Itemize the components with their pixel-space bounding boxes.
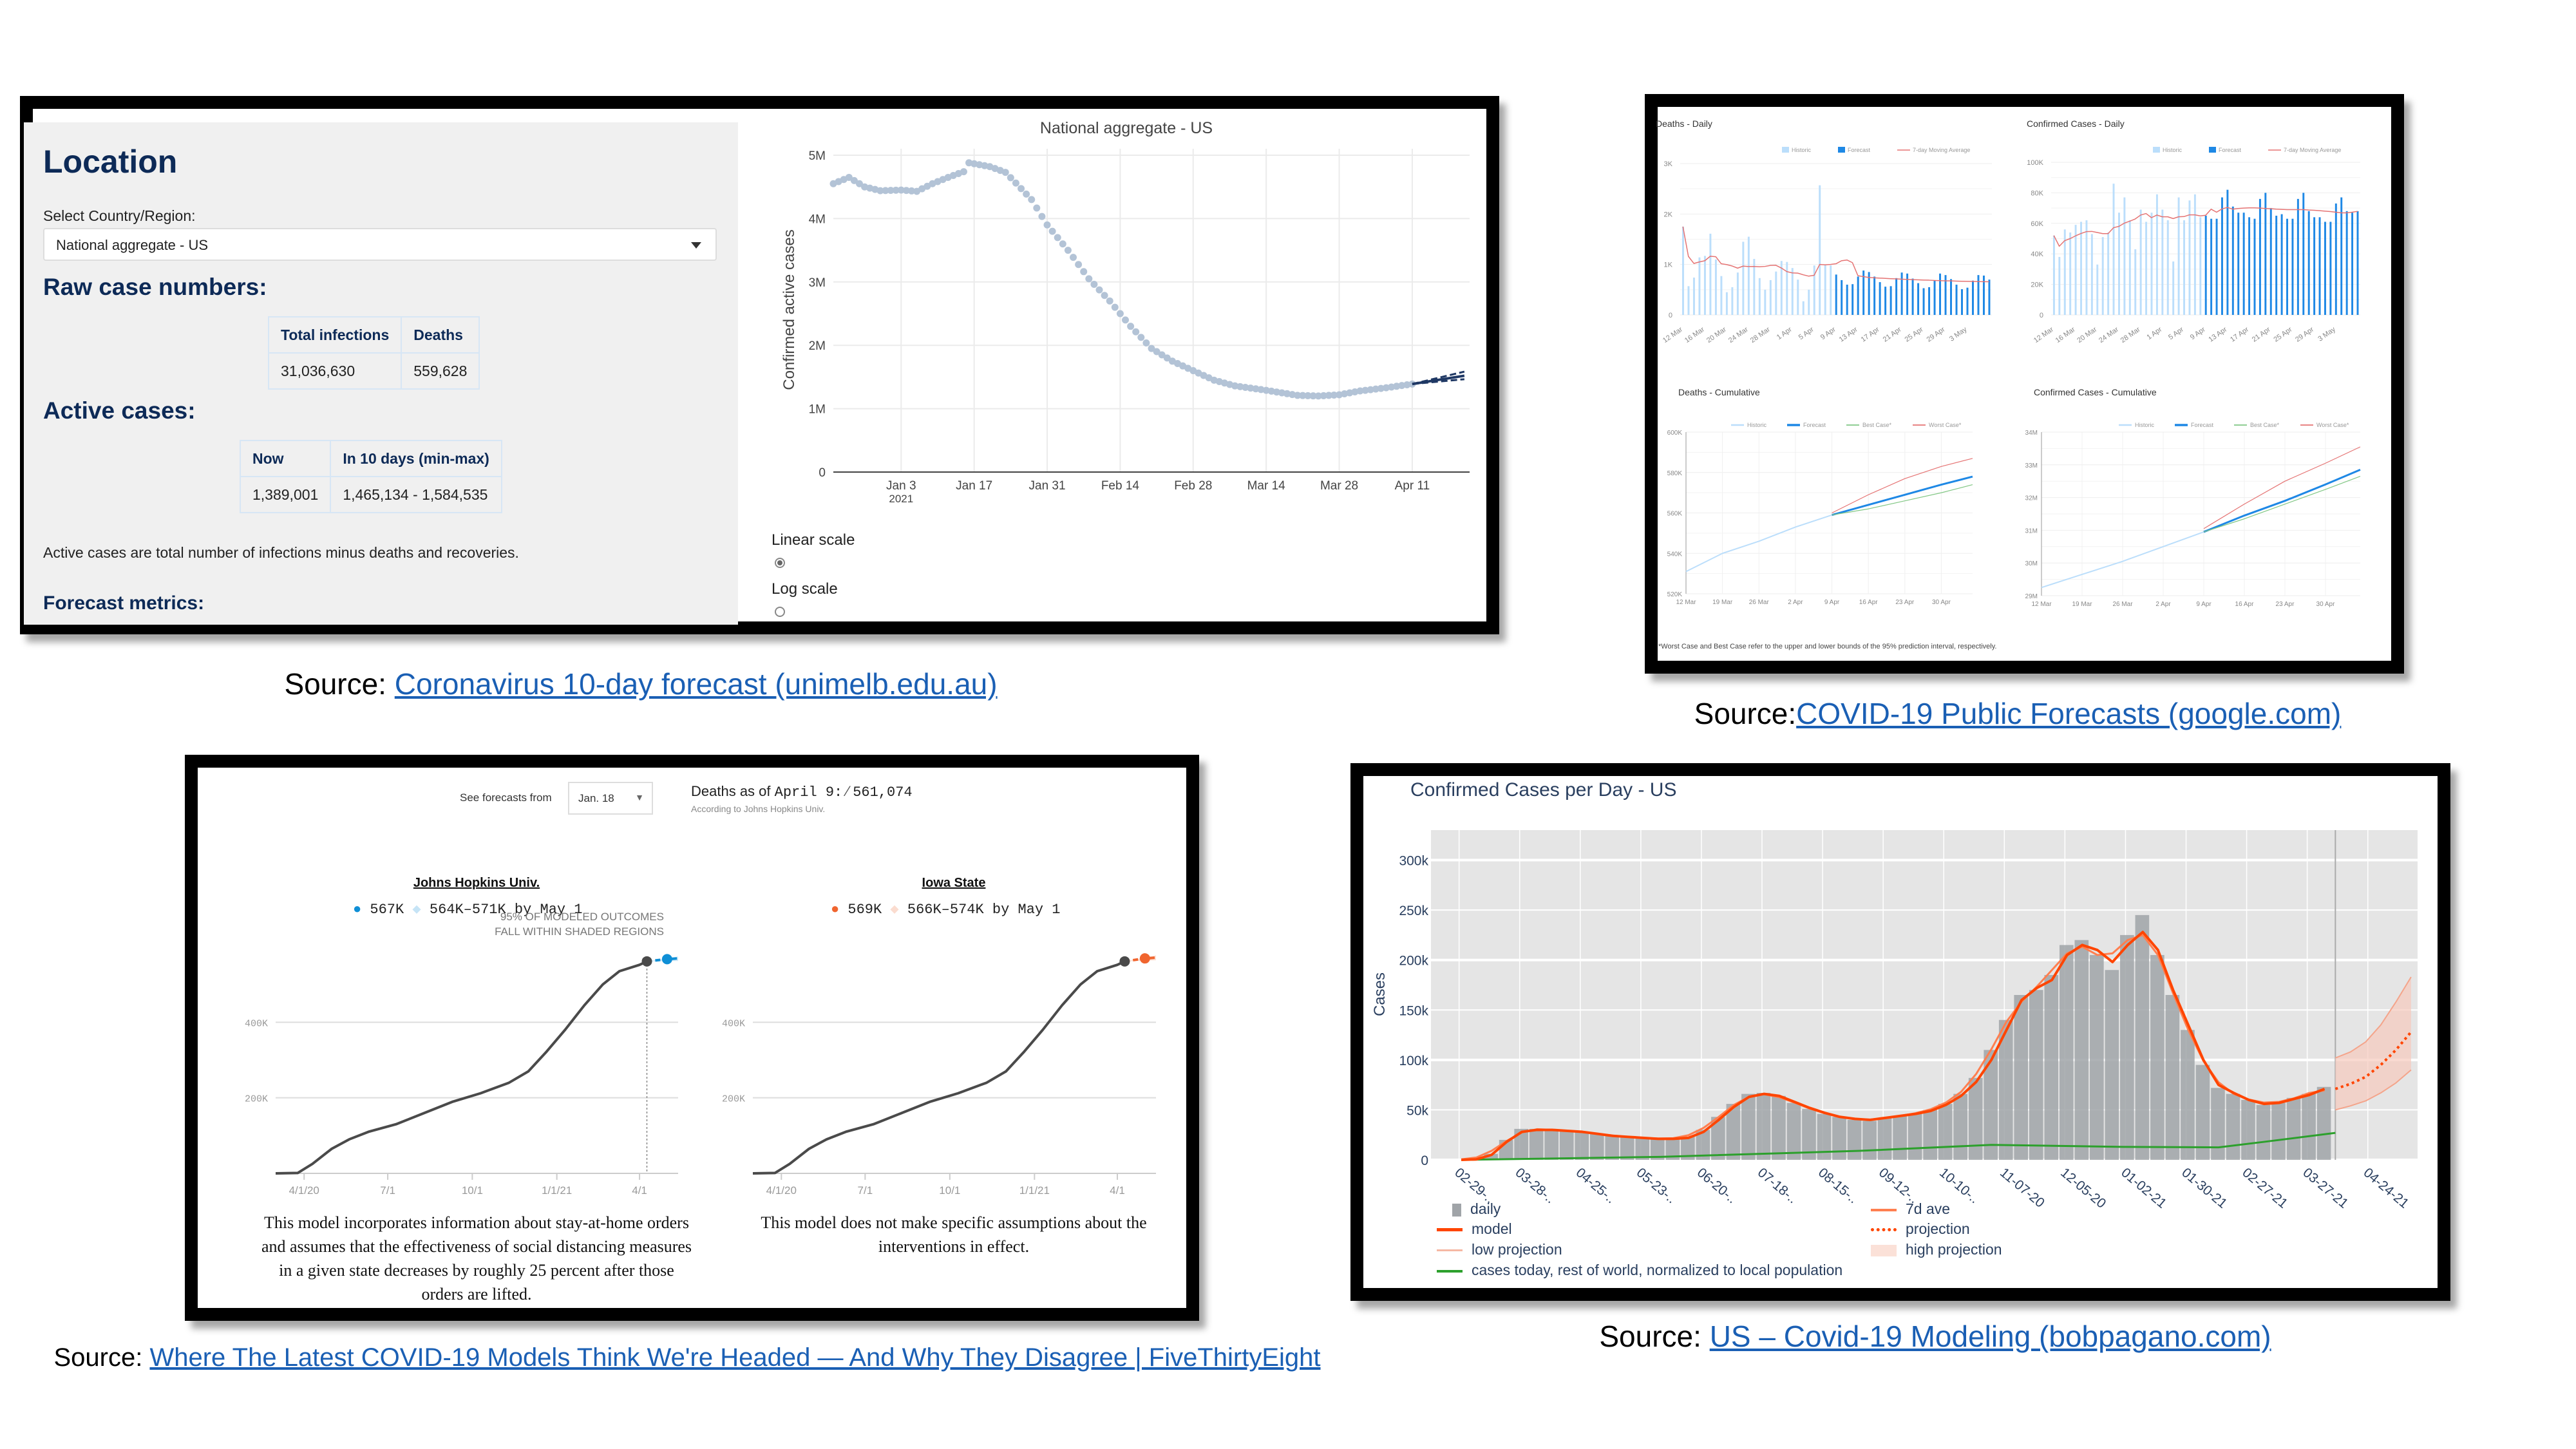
- legend-label: 7d ave: [1906, 1200, 1951, 1217]
- legend-label: low projection: [1472, 1241, 1562, 1258]
- table-cell: 1,465,134 - 1,584,535: [330, 476, 502, 513]
- country-select-value: National aggregate - US: [56, 237, 209, 253]
- bar-swatch-icon: [1452, 1203, 1461, 1217]
- legend-model[interactable]: model: [1437, 1220, 1512, 1238]
- linear-scale-label: Linear scale: [772, 531, 855, 549]
- deaths-source: According to Johns Hopkins Univ.: [691, 804, 826, 814]
- raw-case-heading: Raw case numbers:: [43, 274, 267, 300]
- deaths-prefix: Deaths as of: [691, 783, 775, 799]
- table-header: Now: [239, 440, 332, 477]
- caption-unimelb: Source: Coronavirus 10-day forecast (uni…: [284, 667, 997, 701]
- jhu-point-value: 567K: [370, 902, 404, 918]
- isu-legend: ● 569K ◆ 566K–574K by May 1: [831, 901, 1061, 918]
- jhu-range: 564K–571K by May 1: [429, 902, 583, 918]
- isu-range: 566K–574K by May 1: [907, 902, 1061, 918]
- line-swatch-icon: [1871, 1208, 1897, 1211]
- caption-prefix: Source:: [1599, 1320, 1710, 1353]
- point-forecast-icon: ●: [353, 902, 362, 918]
- caret-down-icon: ▼: [635, 792, 644, 802]
- select-label: Select Country/Region:: [43, 207, 196, 224]
- caption-google: Source:COVID-19 Public Forecasts (google…: [1694, 696, 2342, 731]
- line-swatch-icon: [1437, 1228, 1463, 1232]
- legend-high-projection[interactable]: high projection: [1871, 1241, 2002, 1258]
- shaded-region-annotation: 95% OF MODELED OUTCOMES FALL WITHIN SHAD…: [495, 909, 664, 938]
- linear-scale-radio[interactable]: [775, 558, 785, 568]
- range-icon: ◆: [890, 902, 899, 918]
- dotted-line-swatch-icon: [1871, 1228, 1897, 1232]
- legend-rest-of-world[interactable]: cases today, rest of world, normalized t…: [1437, 1262, 1842, 1279]
- annotation-line: 95% OF MODELED OUTCOMES: [500, 911, 664, 923]
- table-cell: 31,036,630: [267, 352, 402, 390]
- caret-down-icon: [691, 242, 701, 249]
- syringe-icon: ⁄: [846, 783, 849, 799]
- table-header: Total infections: [267, 316, 402, 354]
- deaths-value: 561,074: [853, 784, 913, 800]
- caption-fivethirtyeight: Source: Where The Latest COVID-19 Models…: [53, 1343, 1320, 1372]
- jhu-description: This model incorporates information abou…: [261, 1213, 692, 1303]
- legend-projection[interactable]: projection: [1871, 1220, 1970, 1238]
- legend-daily[interactable]: daily: [1452, 1200, 1501, 1218]
- legend-label: projection: [1906, 1220, 1970, 1237]
- table-header: Deaths: [401, 316, 480, 354]
- table-header: In 10 days (min-max): [330, 440, 502, 477]
- deaths-as-of: Deaths as of April 9: ⁄ 561,074: [691, 783, 913, 800]
- legend-7d-ave[interactable]: 7d ave: [1871, 1200, 1950, 1218]
- log-scale-radio[interactable]: [775, 607, 785, 617]
- forecast-metrics-heading: Forecast metrics:: [43, 592, 205, 614]
- caption-prefix: Source:: [53, 1343, 150, 1372]
- point-forecast-icon: ●: [831, 902, 840, 918]
- legend-label: daily: [1470, 1200, 1501, 1217]
- legend-label: high projection: [1906, 1241, 2002, 1258]
- legend-low-projection[interactable]: low projection: [1437, 1241, 1562, 1258]
- log-scale-label: Log scale: [772, 580, 838, 598]
- forecast-date-select[interactable]: Jan. 18 ▼: [568, 782, 653, 815]
- model-title-isu[interactable]: Iowa State: [922, 876, 986, 890]
- source-link[interactable]: US – Covid-19 Modeling (bobpagano.com): [1709, 1320, 2271, 1353]
- caption-prefix: Source:: [1694, 697, 1797, 730]
- forecast-date-value: Jan. 18: [578, 792, 614, 804]
- source-link[interactable]: COVID-19 Public Forecasts (google.com): [1796, 697, 2342, 730]
- legend-label: cases today, rest of world, normalized t…: [1472, 1262, 1843, 1278]
- jhu-legend: ● 567K ◆ 564K–571K by May 1: [353, 901, 583, 918]
- see-forecasts-label: See forecasts from: [460, 791, 552, 804]
- caption-bobpagano: Source: US – Covid-19 Modeling (bobpagan…: [1599, 1319, 2271, 1354]
- google-forecast-panel: [1645, 94, 2404, 674]
- table-cell: 559,628: [401, 352, 480, 390]
- legend-label: model: [1472, 1220, 1512, 1237]
- model-title-jhu[interactable]: Johns Hopkins Univ.: [413, 876, 540, 890]
- caption-prefix: Source:: [284, 667, 395, 701]
- band-swatch-icon: [1871, 1244, 1897, 1256]
- isu-point-value: 569K: [848, 902, 882, 918]
- raw-case-table: Total infections Deaths 31,036,630 559,628: [267, 316, 480, 390]
- active-cases-note: Active cases are total number of infecti…: [43, 544, 519, 561]
- location-title: Location: [43, 144, 178, 180]
- source-link[interactable]: Coronavirus 10-day forecast (unimelb.edu…: [394, 667, 998, 701]
- line-swatch-icon: [1437, 1249, 1463, 1252]
- country-select[interactable]: National aggregate - US: [43, 228, 717, 261]
- range-icon: ◆: [412, 902, 421, 918]
- source-link[interactable]: Where The Latest COVID-19 Models Think W…: [149, 1343, 1321, 1372]
- annotation-line: FALL WITHIN SHADED REGIONS: [495, 925, 664, 938]
- line-swatch-icon: [1437, 1269, 1463, 1273]
- isu-description: This model does not make specific assump…: [761, 1213, 1147, 1256]
- active-cases-table: Now In 10 days (min-max) 1,389,001 1,465,1…: [239, 440, 502, 513]
- table-cell: 1,389,001: [239, 476, 332, 513]
- active-cases-heading: Active cases:: [43, 397, 196, 424]
- google-footnote: *Worst Case and Best Case refer to the u…: [1658, 643, 1997, 650]
- deaths-date: April 9:: [774, 784, 843, 800]
